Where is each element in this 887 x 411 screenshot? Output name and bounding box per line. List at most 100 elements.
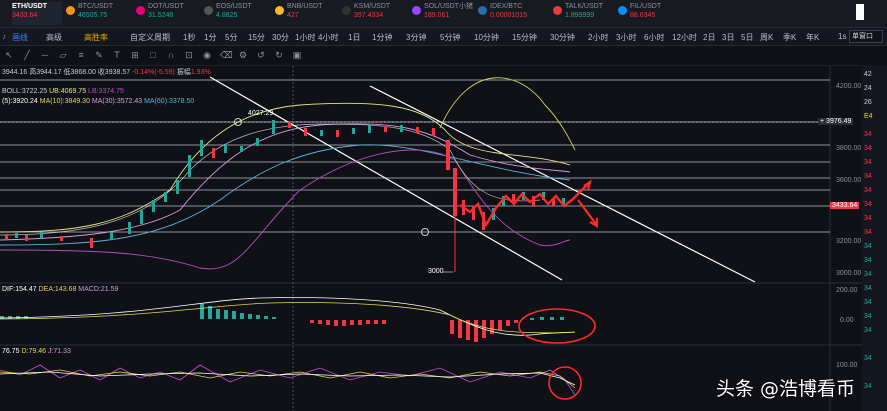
interval-30m[interactable]: 30分 <box>272 33 289 42</box>
interval-5m[interactable]: 5分 <box>225 33 238 42</box>
candle <box>502 196 505 206</box>
measure-icon[interactable]: ⊞ <box>131 50 139 60</box>
ticker-idex[interactable]: IDEX/BTC 0.00001015 <box>478 2 550 25</box>
price-chart-canvas[interactable] <box>0 0 862 411</box>
candle <box>446 140 450 170</box>
interval-1m[interactable]: 1分 <box>204 33 217 42</box>
interval-1h[interactable]: 1小时 <box>295 33 316 42</box>
projection-path <box>459 181 591 228</box>
collapse-handle[interactable] <box>856 4 864 20</box>
eos-icon <box>204 6 213 15</box>
interval-6h[interactable]: 6小时 <box>644 33 665 42</box>
orderbook-cell: 34 <box>864 271 872 278</box>
kdj-legend: 76.75 D:79.46 J:71.33 <box>2 348 71 355</box>
candle <box>512 194 515 204</box>
candle <box>164 192 167 202</box>
ohlc-high: 3944.17 <box>36 69 62 76</box>
orderbook-cell: 34 <box>864 187 872 194</box>
settings-icon[interactable]: ⚙ <box>238 50 248 60</box>
interval-2d[interactable]: 2日 <box>703 33 716 42</box>
orderbook-cell: 42 <box>864 71 872 78</box>
pen-icon[interactable]: ✎ <box>95 50 103 60</box>
interval-3h[interactable]: 3小时 <box>616 33 637 42</box>
candle <box>224 145 227 153</box>
interval-4h-b[interactable]: 4小时 <box>318 33 339 42</box>
tool-custom-period[interactable]: 自定义周期 <box>130 33 170 42</box>
interval-2h[interactable]: 2小时 <box>588 33 609 42</box>
fib-icon[interactable]: ≡ <box>78 50 84 60</box>
candle <box>400 125 403 132</box>
cursor-icon[interactable]: ↖ <box>5 50 13 60</box>
tool-winrate[interactable]: 高胜率 <box>84 33 108 42</box>
interval-5d[interactable]: 5日 <box>741 33 754 42</box>
dif-line <box>0 297 576 336</box>
macd-legend: DIF:154.47 DEA:143.68 MACD:21.59 <box>2 286 118 293</box>
kdj-k-line <box>0 371 576 386</box>
orderbook-cell: 34 <box>864 285 872 292</box>
snapshot-icon[interactable]: ▣ <box>292 50 302 60</box>
ticker-sol[interactable]: SOL/USDT小猪 189.061 <box>412 2 484 25</box>
ma30: MA(30):3572.43 <box>91 98 143 105</box>
interval-year[interactable]: 年K <box>806 33 820 42</box>
candle <box>110 232 113 240</box>
ticker-ksm[interactable]: KSM/USDT 397.4334 <box>342 2 414 25</box>
ticker-fil[interactable]: FIL/USDT 88.6345 <box>618 2 690 25</box>
kdj-k: 76.75 <box>2 348 20 355</box>
orderbook-cell: 34 <box>864 257 872 264</box>
interval-3min[interactable]: 3分钟 <box>406 33 427 42</box>
interval-1s[interactable]: 1秒 <box>183 33 196 42</box>
horizontal-line-icon[interactable]: ─ <box>41 50 49 60</box>
ticker-talk[interactable]: TALK/USDT 1.899999 <box>553 2 625 25</box>
ticker-dot[interactable]: DOT/USDT 31.5248 <box>136 2 208 25</box>
boll-mid: BOLL:3722.25 <box>2 88 48 95</box>
macd-axis-zero: 0.00 <box>840 317 854 324</box>
rectangle-icon[interactable]: □ <box>150 50 156 60</box>
ticker-btc[interactable]: BTC/USDT 46505.75 <box>66 2 138 25</box>
high-annotation: 4027.29 <box>248 110 274 117</box>
redo-icon[interactable]: ↻ <box>275 50 283 60</box>
window-mode-select[interactable]: 单窗口 <box>849 30 883 43</box>
ticker-eth[interactable]: ETH/USDT 3433.64 <box>12 2 62 25</box>
interval-10min[interactable]: 10分钟 <box>474 33 499 42</box>
channel-icon[interactable]: ▱ <box>59 50 67 60</box>
interval-1min[interactable]: 1分钟 <box>372 33 393 42</box>
channel-line-lower <box>209 76 563 281</box>
ticker-symbol: DOT/USDT <box>148 3 184 10</box>
interval-12h[interactable]: 12小时 <box>672 33 697 42</box>
seconds-toggle[interactable]: 1s <box>838 32 847 41</box>
boll-lower <box>0 149 571 270</box>
lock-icon[interactable]: ⊡ <box>185 50 193 60</box>
candle <box>140 210 143 224</box>
orderbook-cell: 34 <box>864 299 872 306</box>
interval-quarter[interactable]: 季K <box>783 33 797 42</box>
interval-15min[interactable]: 15分钟 <box>512 33 537 42</box>
fil-icon <box>618 6 627 15</box>
trash-icon[interactable]: ⌫ <box>220 50 233 60</box>
trendline-icon[interactable]: ╱ <box>24 50 30 60</box>
ticker-price: 427 <box>287 12 299 19</box>
magnet-icon[interactable]: ∩ <box>167 50 175 60</box>
interval-15m[interactable]: 15分 <box>248 33 265 42</box>
projection-down <box>577 199 597 225</box>
undo-icon[interactable]: ↺ <box>257 50 265 60</box>
orderbook-cell: 26 <box>864 99 872 106</box>
price-tick: 3200.00 <box>836 238 862 245</box>
interval-30min[interactable]: 30分钟 <box>550 33 575 42</box>
ticker-price: 88.6345 <box>630 12 656 19</box>
interval-5min[interactable]: 5分钟 <box>440 33 461 42</box>
eye-icon[interactable]: ◉ <box>203 50 211 60</box>
tool-advanced[interactable]: 高级 <box>46 33 62 42</box>
ohlc-change: -0.14%(-5.59) <box>132 69 175 76</box>
ticker-symbol: ETH/USDT <box>12 3 47 10</box>
orderbook-cell: 34 <box>864 327 872 334</box>
kdj-j-line <box>0 364 576 396</box>
ticker-eos[interactable]: EOS/USDT 4.8825 <box>204 2 276 25</box>
toolbar-lead-icon: ♪ <box>2 32 6 41</box>
interval-3d[interactable]: 3日 <box>722 33 735 42</box>
interval-1d[interactable]: 1日 <box>348 33 361 42</box>
ticker-bnb[interactable]: BNB/USDT 427 <box>275 2 347 25</box>
candle <box>256 138 259 146</box>
interval-week[interactable]: 周K <box>760 33 774 42</box>
tool-draw[interactable]: 画线 <box>12 33 28 42</box>
text-icon[interactable]: T <box>114 50 120 60</box>
